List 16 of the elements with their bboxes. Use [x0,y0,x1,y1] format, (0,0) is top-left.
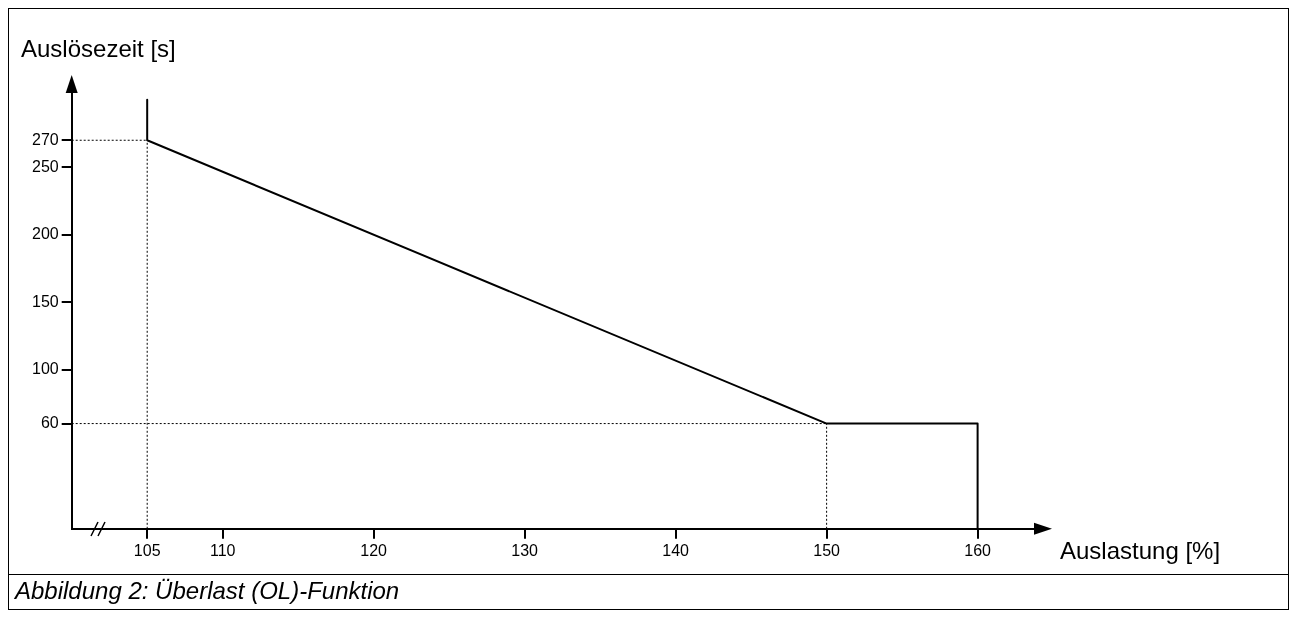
x-tick-label: 140 [662,541,690,559]
x-tick-label: 110 [209,541,236,559]
x-tick-label: 120 [360,541,388,559]
text: Abbildung 2: Überlast (OL)-Funktion [9,574,1288,609]
x-tick-label: 160 [964,541,992,559]
x-axis-title: Auslastung [%] [1060,536,1221,564]
y-tick-label: 200 [31,225,59,243]
x-tick-label: 130 [511,541,539,559]
y-tick-label: 270 [31,130,59,148]
y-axis-title: Auslösezeit [s] [21,35,176,62]
y-tick-label: 150 [31,292,59,310]
x-tick-label: 105 [133,541,161,559]
y-tick-label: 60 [40,413,59,431]
y-tick-label: 250 [31,157,59,175]
y-tick-label: 100 [31,360,59,378]
x-tick-label: 150 [813,541,841,559]
